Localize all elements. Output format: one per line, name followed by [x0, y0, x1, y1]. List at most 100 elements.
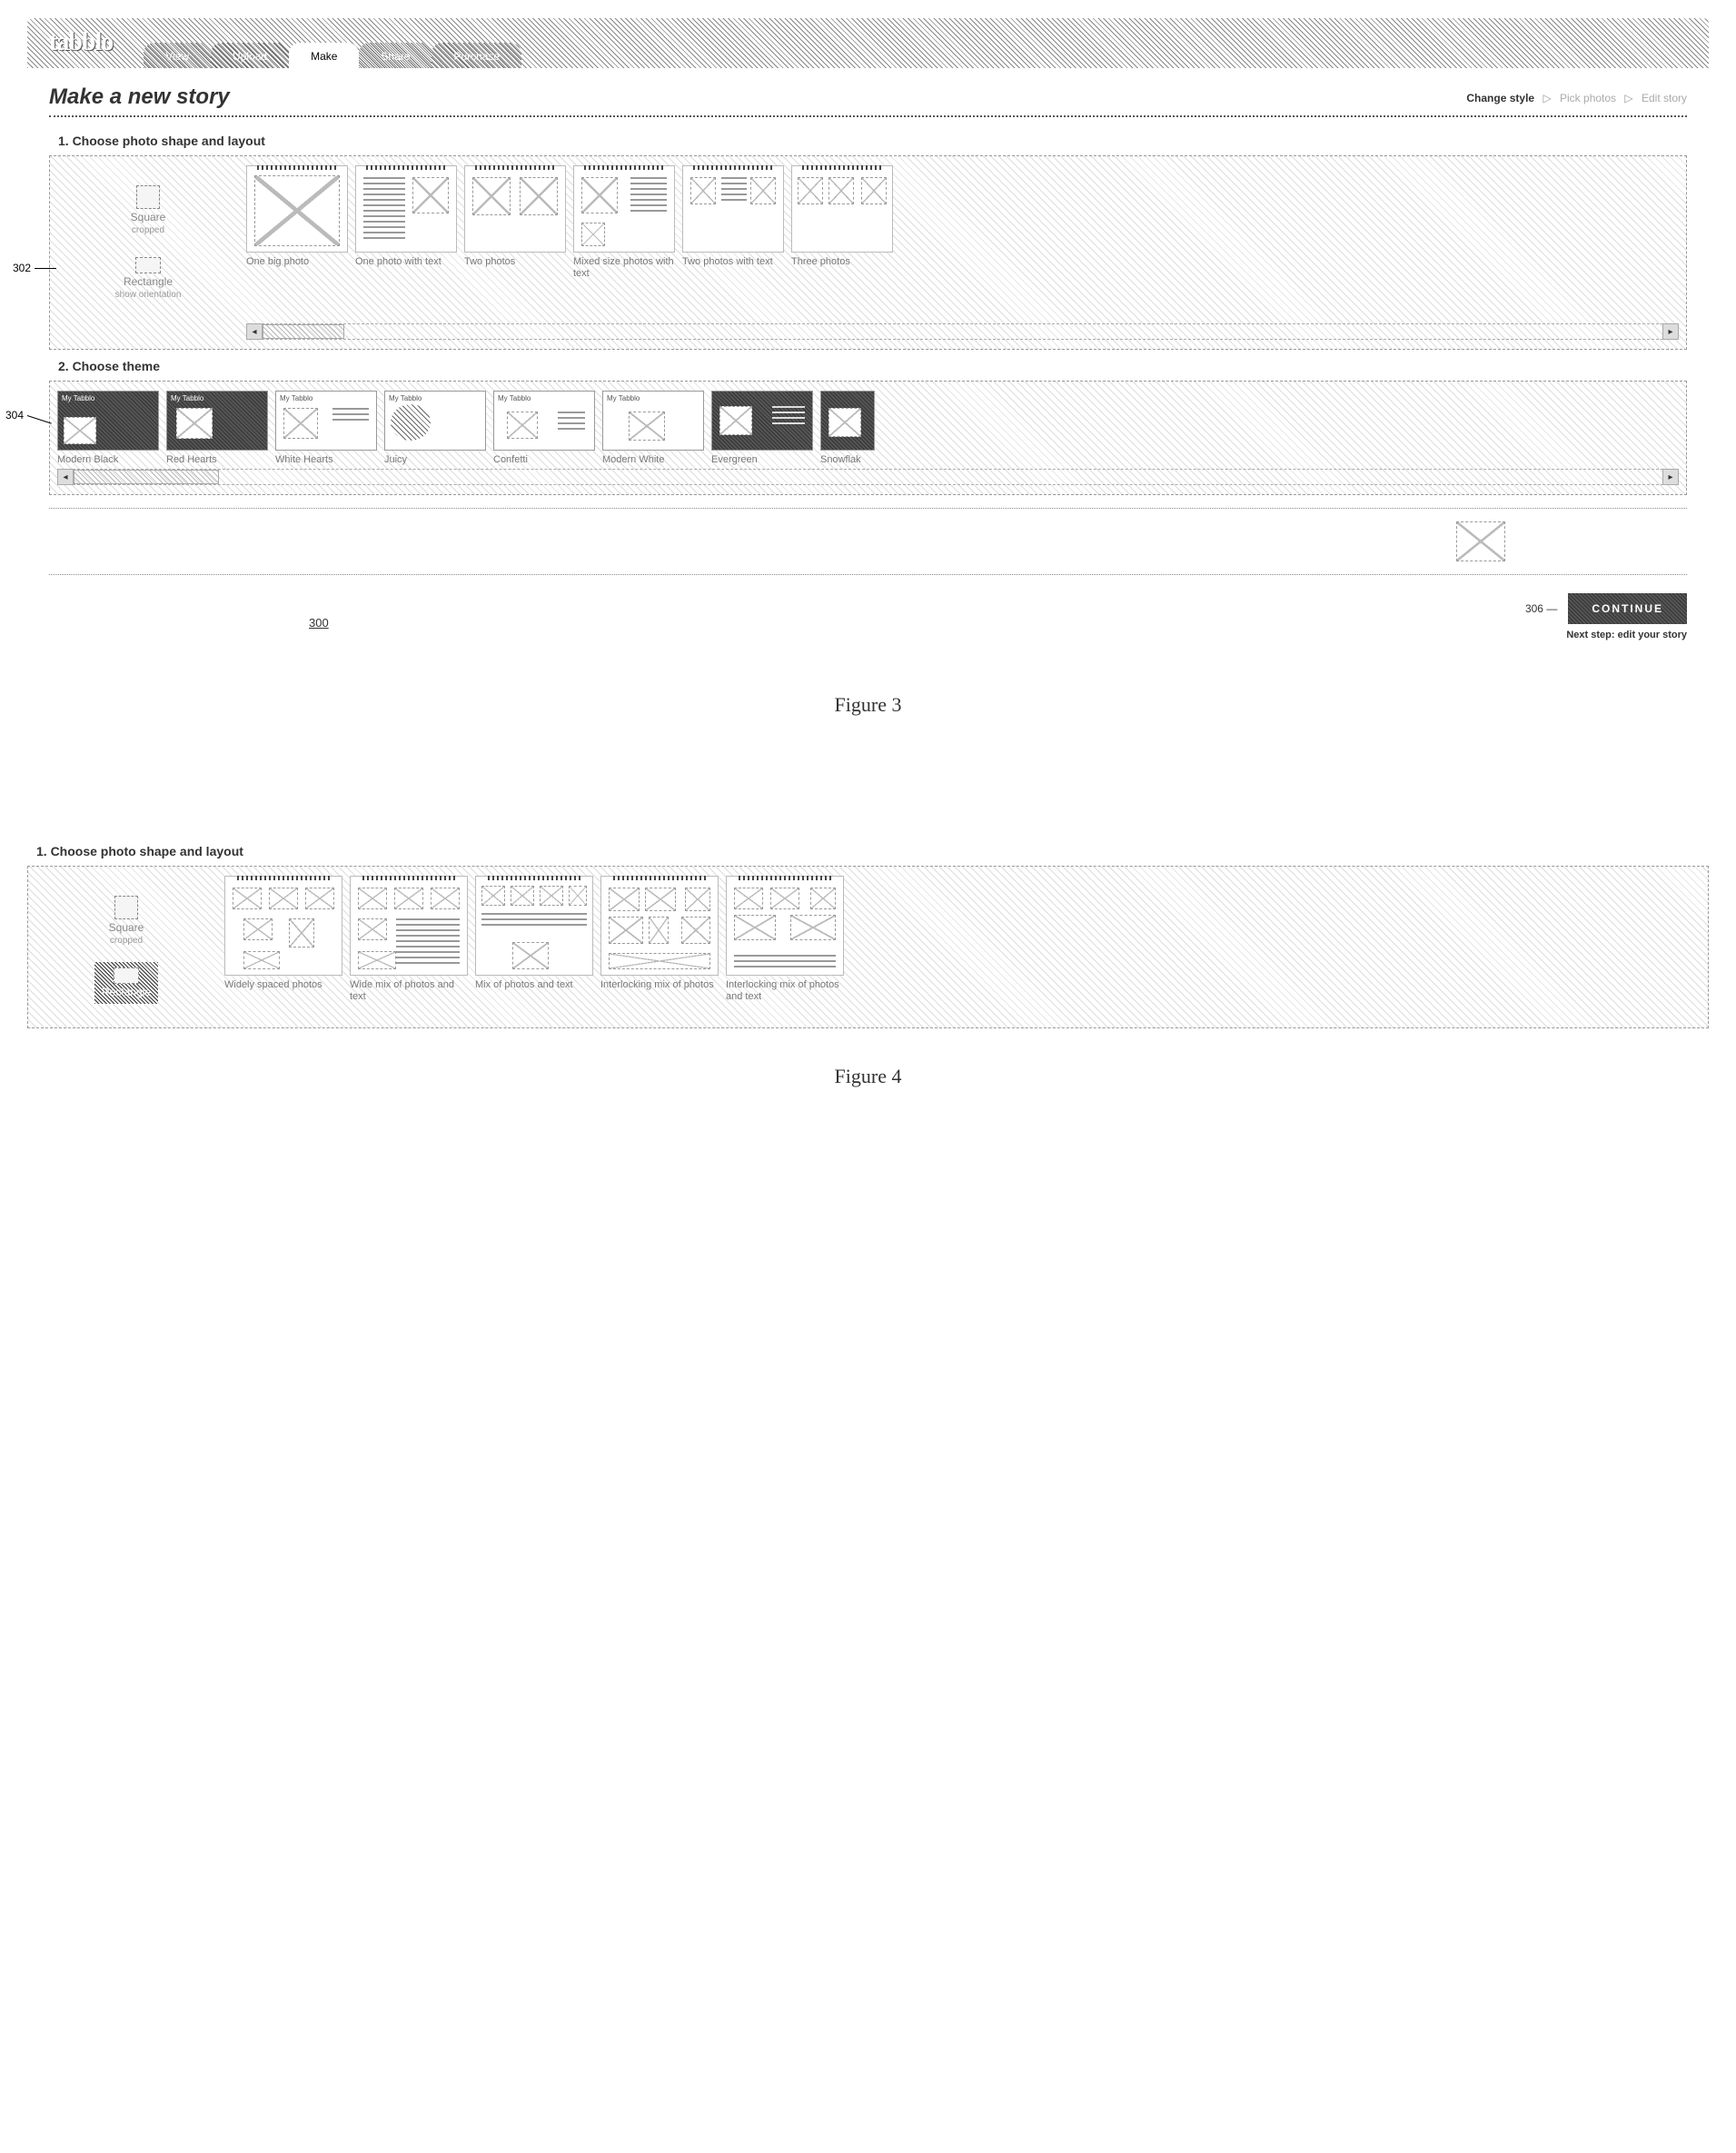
layout-card-wide-mix[interactable]: Wide mix of photos and text: [350, 876, 468, 1018]
layout-card-three-photos[interactable]: Three photos: [791, 165, 893, 320]
card-label: Wide mix of photos and text: [350, 979, 468, 1003]
divider: [49, 508, 1687, 509]
layout-card-two-photos[interactable]: Two photos: [464, 165, 566, 320]
scroll-track[interactable]: [262, 323, 1663, 340]
scroll-track[interactable]: [73, 469, 1663, 485]
shape-sub: cropped: [132, 225, 164, 235]
shape-sub: cropped: [110, 936, 143, 946]
figure-3-panel: tabblo View Upload Make Share Purchase C…: [27, 18, 1709, 657]
breadcrumb-change-style[interactable]: Change style: [1466, 92, 1534, 104]
layout-card-two-photos-text[interactable]: Two photos with text: [682, 165, 784, 320]
callout-306: 306 —: [1525, 602, 1557, 615]
breadcrumb-pick-photos[interactable]: Pick photos: [1560, 92, 1616, 104]
card-label: Juicy: [384, 454, 486, 465]
theme-modern-white[interactable]: My Tabblo Modern White: [602, 391, 704, 465]
rectangle-icon: [135, 257, 161, 273]
card-label: One big photo: [246, 256, 348, 280]
card-label: Modern White: [602, 454, 704, 465]
theme-thumb-title: My Tabblo: [389, 394, 422, 402]
card-label: Three photos: [791, 256, 893, 280]
layout-card-mix-photos-text[interactable]: Mix of photos and text: [475, 876, 593, 1018]
layout-section: Square cropped Rectangle show orientatio…: [49, 155, 1687, 350]
layout-cards-row-fig4: Widely spaced photos Wide mix of photos …: [224, 876, 1701, 1018]
scroll-right-icon[interactable]: ▸: [1662, 323, 1679, 340]
scroll-left-icon[interactable]: ◂: [57, 469, 74, 485]
shape-label: Square: [131, 211, 166, 223]
theme-red-hearts[interactable]: My Tabblo Red Hearts: [166, 391, 268, 465]
card-label: Red Hearts: [166, 454, 268, 465]
square-icon: [114, 896, 138, 919]
section-2-title: 2. Choose theme: [58, 359, 1687, 373]
theme-juicy[interactable]: My Tabblo Juicy: [384, 391, 486, 465]
shape-sub: show orientation: [115, 290, 182, 300]
content-area: Change style ▷ Pick photos ▷ Edit story …: [27, 68, 1709, 657]
preview-thumb: [1456, 521, 1505, 561]
shape-rectangle[interactable]: Rectangle: [94, 962, 158, 1004]
next-step-label: Next step: edit your story: [49, 630, 1687, 640]
theme-thumb-title: My Tabblo: [171, 394, 203, 402]
theme-thumb-title: My Tabblo: [498, 394, 531, 402]
continue-button[interactable]: CONTINUE: [1568, 593, 1687, 624]
page-title: Make a new story: [49, 84, 1687, 110]
shape-square[interactable]: Square cropped: [124, 180, 174, 241]
chevron-right-icon: ▷: [1624, 92, 1632, 104]
shape-square[interactable]: Square cropped: [102, 890, 152, 951]
theme-white-hearts[interactable]: My Tabblo White Hearts: [275, 391, 377, 465]
theme-thumb-title: My Tabblo: [280, 394, 312, 402]
divider: [49, 574, 1687, 575]
layout-cards-row: One big photo One photo with text: [246, 165, 1679, 320]
chevron-right-icon: ▷: [1543, 92, 1551, 104]
footer-row: 306 — CONTINUE: [49, 593, 1687, 624]
tab-upload[interactable]: Upload: [211, 43, 289, 68]
breadcrumb: Change style ▷ Pick photos ▷ Edit story: [1466, 92, 1687, 104]
section-1-title: 1. Choose photo shape and layout: [58, 134, 1687, 148]
card-label: Mixed size photos with text: [573, 256, 675, 280]
scroll-handle[interactable]: [74, 470, 219, 484]
theme-thumb-title: My Tabblo: [607, 394, 640, 402]
figure-3-caption: Figure 3: [0, 693, 1736, 717]
callout-302: 302: [13, 262, 56, 274]
scroll-right-icon[interactable]: ▸: [1662, 469, 1679, 485]
card-label: Mix of photos and text: [475, 979, 593, 1003]
card-label: One photo with text: [355, 256, 457, 280]
card-label: Interlocking mix of photos: [600, 979, 719, 1003]
tab-make[interactable]: Make: [289, 43, 359, 68]
layout-card-one-big-photo[interactable]: One big photo: [246, 165, 348, 320]
layout-card-one-photo-text[interactable]: One photo with text: [355, 165, 457, 320]
theme-cards-row: My Tabblo Modern Black My Tabblo Red Hea…: [57, 391, 1679, 465]
theme-thumb-title: My Tabblo: [62, 394, 94, 402]
figure-4-panel: 1. Choose photo shape and layout Square …: [27, 844, 1709, 1028]
shape-rectangle[interactable]: Rectangle show orientation: [108, 252, 189, 305]
logo[interactable]: tabblo: [36, 23, 125, 68]
tab-purchase[interactable]: Purchase: [432, 43, 521, 68]
layout-section-fig4: Square cropped Rectangle: [27, 866, 1709, 1028]
theme-scrollbar[interactable]: ◂ ▸: [57, 469, 1679, 485]
card-label: Two photos: [464, 256, 566, 280]
layout-card-mixed-size[interactable]: Mixed size photos with text: [573, 165, 675, 320]
callout-300: 300: [309, 616, 329, 630]
rectangle-icon: [114, 967, 139, 984]
nav-tabs: View Upload Make Share Purchase: [144, 43, 521, 68]
breadcrumb-edit-story[interactable]: Edit story: [1642, 92, 1687, 104]
layout-scrollbar[interactable]: ◂ ▸: [246, 323, 1679, 340]
card-label: Interlocking mix of photos and text: [726, 979, 844, 1003]
tab-view[interactable]: View: [144, 43, 211, 68]
tab-share[interactable]: Share: [359, 43, 432, 68]
top-bar: tabblo View Upload Make Share Purchase: [27, 18, 1709, 68]
layout-card-interlocking[interactable]: Interlocking mix of photos: [600, 876, 719, 1018]
shape-column: Square cropped Rectangle show orientatio…: [57, 165, 239, 320]
card-label: Snowflak: [820, 454, 875, 465]
theme-modern-black[interactable]: My Tabblo Modern Black: [57, 391, 159, 465]
figure-4-caption: Figure 4: [0, 1065, 1736, 1088]
shape-label: Rectangle: [124, 275, 173, 288]
theme-confetti[interactable]: My Tabblo Confetti: [493, 391, 595, 465]
layout-card-interlocking-text[interactable]: Interlocking mix of photos and text: [726, 876, 844, 1018]
card-label: Confetti: [493, 454, 595, 465]
card-label: White Hearts: [275, 454, 377, 465]
layout-card-widely-spaced[interactable]: Widely spaced photos: [224, 876, 342, 1018]
section-1-title: 1. Choose photo shape and layout: [36, 844, 1709, 858]
scroll-left-icon[interactable]: ◂: [246, 323, 263, 340]
theme-snowflake[interactable]: Snowflak: [820, 391, 875, 465]
theme-evergreen[interactable]: Evergreen: [711, 391, 813, 465]
scroll-handle[interactable]: [263, 324, 344, 339]
